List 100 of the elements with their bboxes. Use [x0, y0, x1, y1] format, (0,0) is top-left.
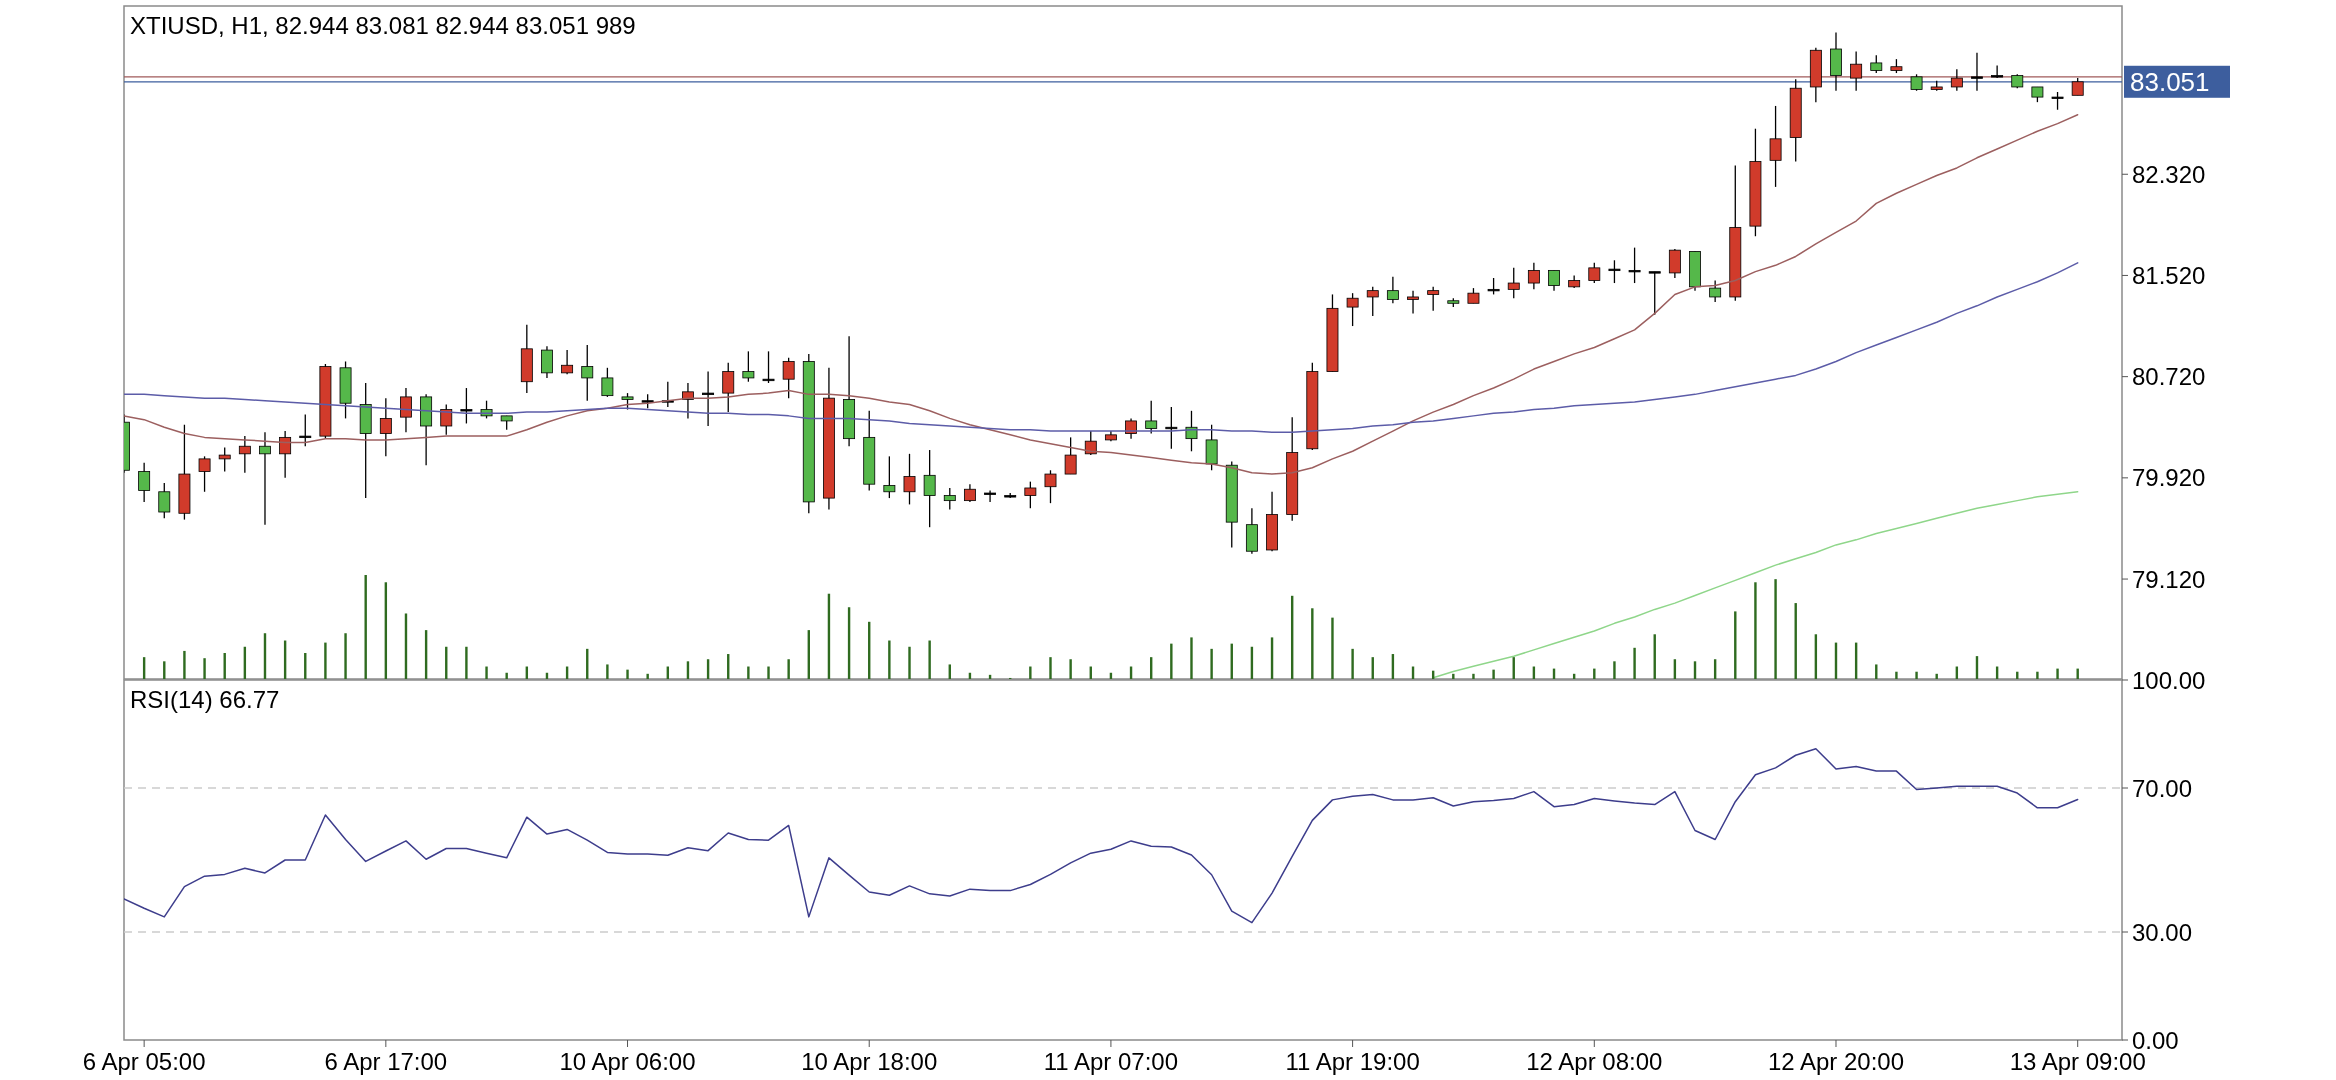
bar [1633, 647, 1636, 679]
candlestick [1346, 292, 1359, 327]
candlestick [299, 413, 312, 447]
bar [747, 666, 750, 679]
bar [1895, 671, 1898, 679]
candlestick [1427, 286, 1440, 312]
candlestick [581, 344, 594, 402]
candlestick [1971, 52, 1983, 92]
candlestick [1950, 68, 1963, 92]
candlestick [138, 462, 151, 503]
candlestick [903, 453, 916, 506]
bar [606, 664, 609, 679]
bar [1593, 668, 1596, 679]
candlestick [1608, 259, 1621, 284]
chart-title: RSI(14) 66.77 [130, 686, 280, 713]
x-tick-label: 10 Apr 06:00 [559, 1048, 696, 1075]
bar [908, 646, 911, 679]
bar [2076, 668, 2079, 679]
candlestick [601, 367, 614, 398]
y-tick-label: 80.720 [2132, 363, 2206, 391]
x-tick-label: 12 Apr 08:00 [1526, 1048, 1663, 1075]
candlestick [1668, 248, 1681, 279]
candlestick [218, 446, 231, 473]
candlestick [923, 449, 936, 528]
candlestick [1044, 469, 1057, 504]
candlestick [1064, 436, 1077, 475]
bar [1029, 666, 1032, 679]
bar [1311, 608, 1314, 679]
candlestick [1366, 286, 1379, 317]
candlestick [984, 489, 997, 503]
x-tick-label: 10 Apr 18:00 [801, 1048, 938, 1075]
x-tick-label: 11 Apr 07:00 [1043, 1048, 1179, 1075]
bar [1774, 579, 1777, 679]
ref-line-label: 83.051 [2130, 66, 2210, 97]
x-tick-label: 12 Apr 20:00 [1767, 1048, 1905, 1075]
candlestick [460, 387, 473, 425]
candlestick [1507, 267, 1520, 299]
candlestick [400, 387, 412, 433]
candlestick [1850, 50, 1863, 92]
y-tick-label: 30.00 [2132, 918, 2193, 946]
candlestick [1548, 269, 1560, 292]
bar [646, 673, 649, 679]
bar [1069, 659, 1072, 679]
bar [324, 642, 327, 679]
candlestick [259, 431, 271, 526]
bar [364, 575, 367, 679]
candlestick [1024, 481, 1037, 509]
x-tick-label: 6 Apr 05:00 [82, 1048, 206, 1075]
candlestick [782, 357, 795, 399]
candlestick [1628, 246, 1641, 284]
line-series [124, 748, 2079, 924]
y-tick-label: 100.00 [2132, 666, 2206, 694]
bar [1351, 648, 1354, 679]
candlestick [883, 455, 896, 499]
candlestick [238, 435, 251, 474]
bar [344, 633, 347, 679]
bar [1613, 661, 1616, 679]
bar [928, 640, 931, 679]
bar [1754, 582, 1757, 679]
bar [1452, 673, 1455, 679]
candlestick [1709, 279, 1722, 303]
candlestick [1588, 262, 1601, 284]
x-tick-label: 11 Apr 19:00 [1285, 1048, 1420, 1075]
candlestick [1648, 271, 1661, 316]
bar [1492, 669, 1495, 679]
bar [203, 658, 206, 679]
x-tick-label: 6 Apr 17:00 [324, 1048, 448, 1075]
chart-title: XTIUSD, H1, 82.944 83.081 82.944 83.051 989 [130, 12, 636, 39]
candlestick [1165, 406, 1178, 450]
candlestick [198, 455, 211, 493]
candlestick [279, 430, 292, 479]
bar [1915, 671, 1918, 679]
bar [2036, 671, 2039, 679]
candlestick [742, 350, 755, 383]
candlestick [1769, 105, 1782, 188]
candlestick [702, 370, 715, 427]
bar [1049, 657, 1052, 679]
y-tick-label: 82.320 [2132, 160, 2206, 188]
y-tick-label: 79.120 [2132, 565, 2206, 593]
y-tick-label: 70.00 [2132, 774, 2193, 802]
bar [1190, 637, 1193, 679]
candlestick [561, 349, 574, 375]
candlestick [1145, 400, 1158, 435]
bar [1331, 617, 1334, 679]
bar [485, 666, 488, 679]
bar [465, 646, 468, 679]
bar [1210, 648, 1213, 679]
candlestick [722, 362, 735, 413]
line-series [1432, 491, 2079, 679]
bar [626, 669, 629, 679]
candlestick [1991, 64, 2004, 79]
bar [888, 640, 891, 679]
candlestick [158, 482, 171, 519]
candlestick [1527, 262, 1540, 291]
candlestick [541, 345, 553, 379]
y-tick-label: 79.920 [2132, 464, 2206, 492]
candlestick [1386, 276, 1399, 304]
bar [505, 672, 508, 679]
candlestick [379, 397, 392, 457]
bar [2056, 668, 2059, 679]
